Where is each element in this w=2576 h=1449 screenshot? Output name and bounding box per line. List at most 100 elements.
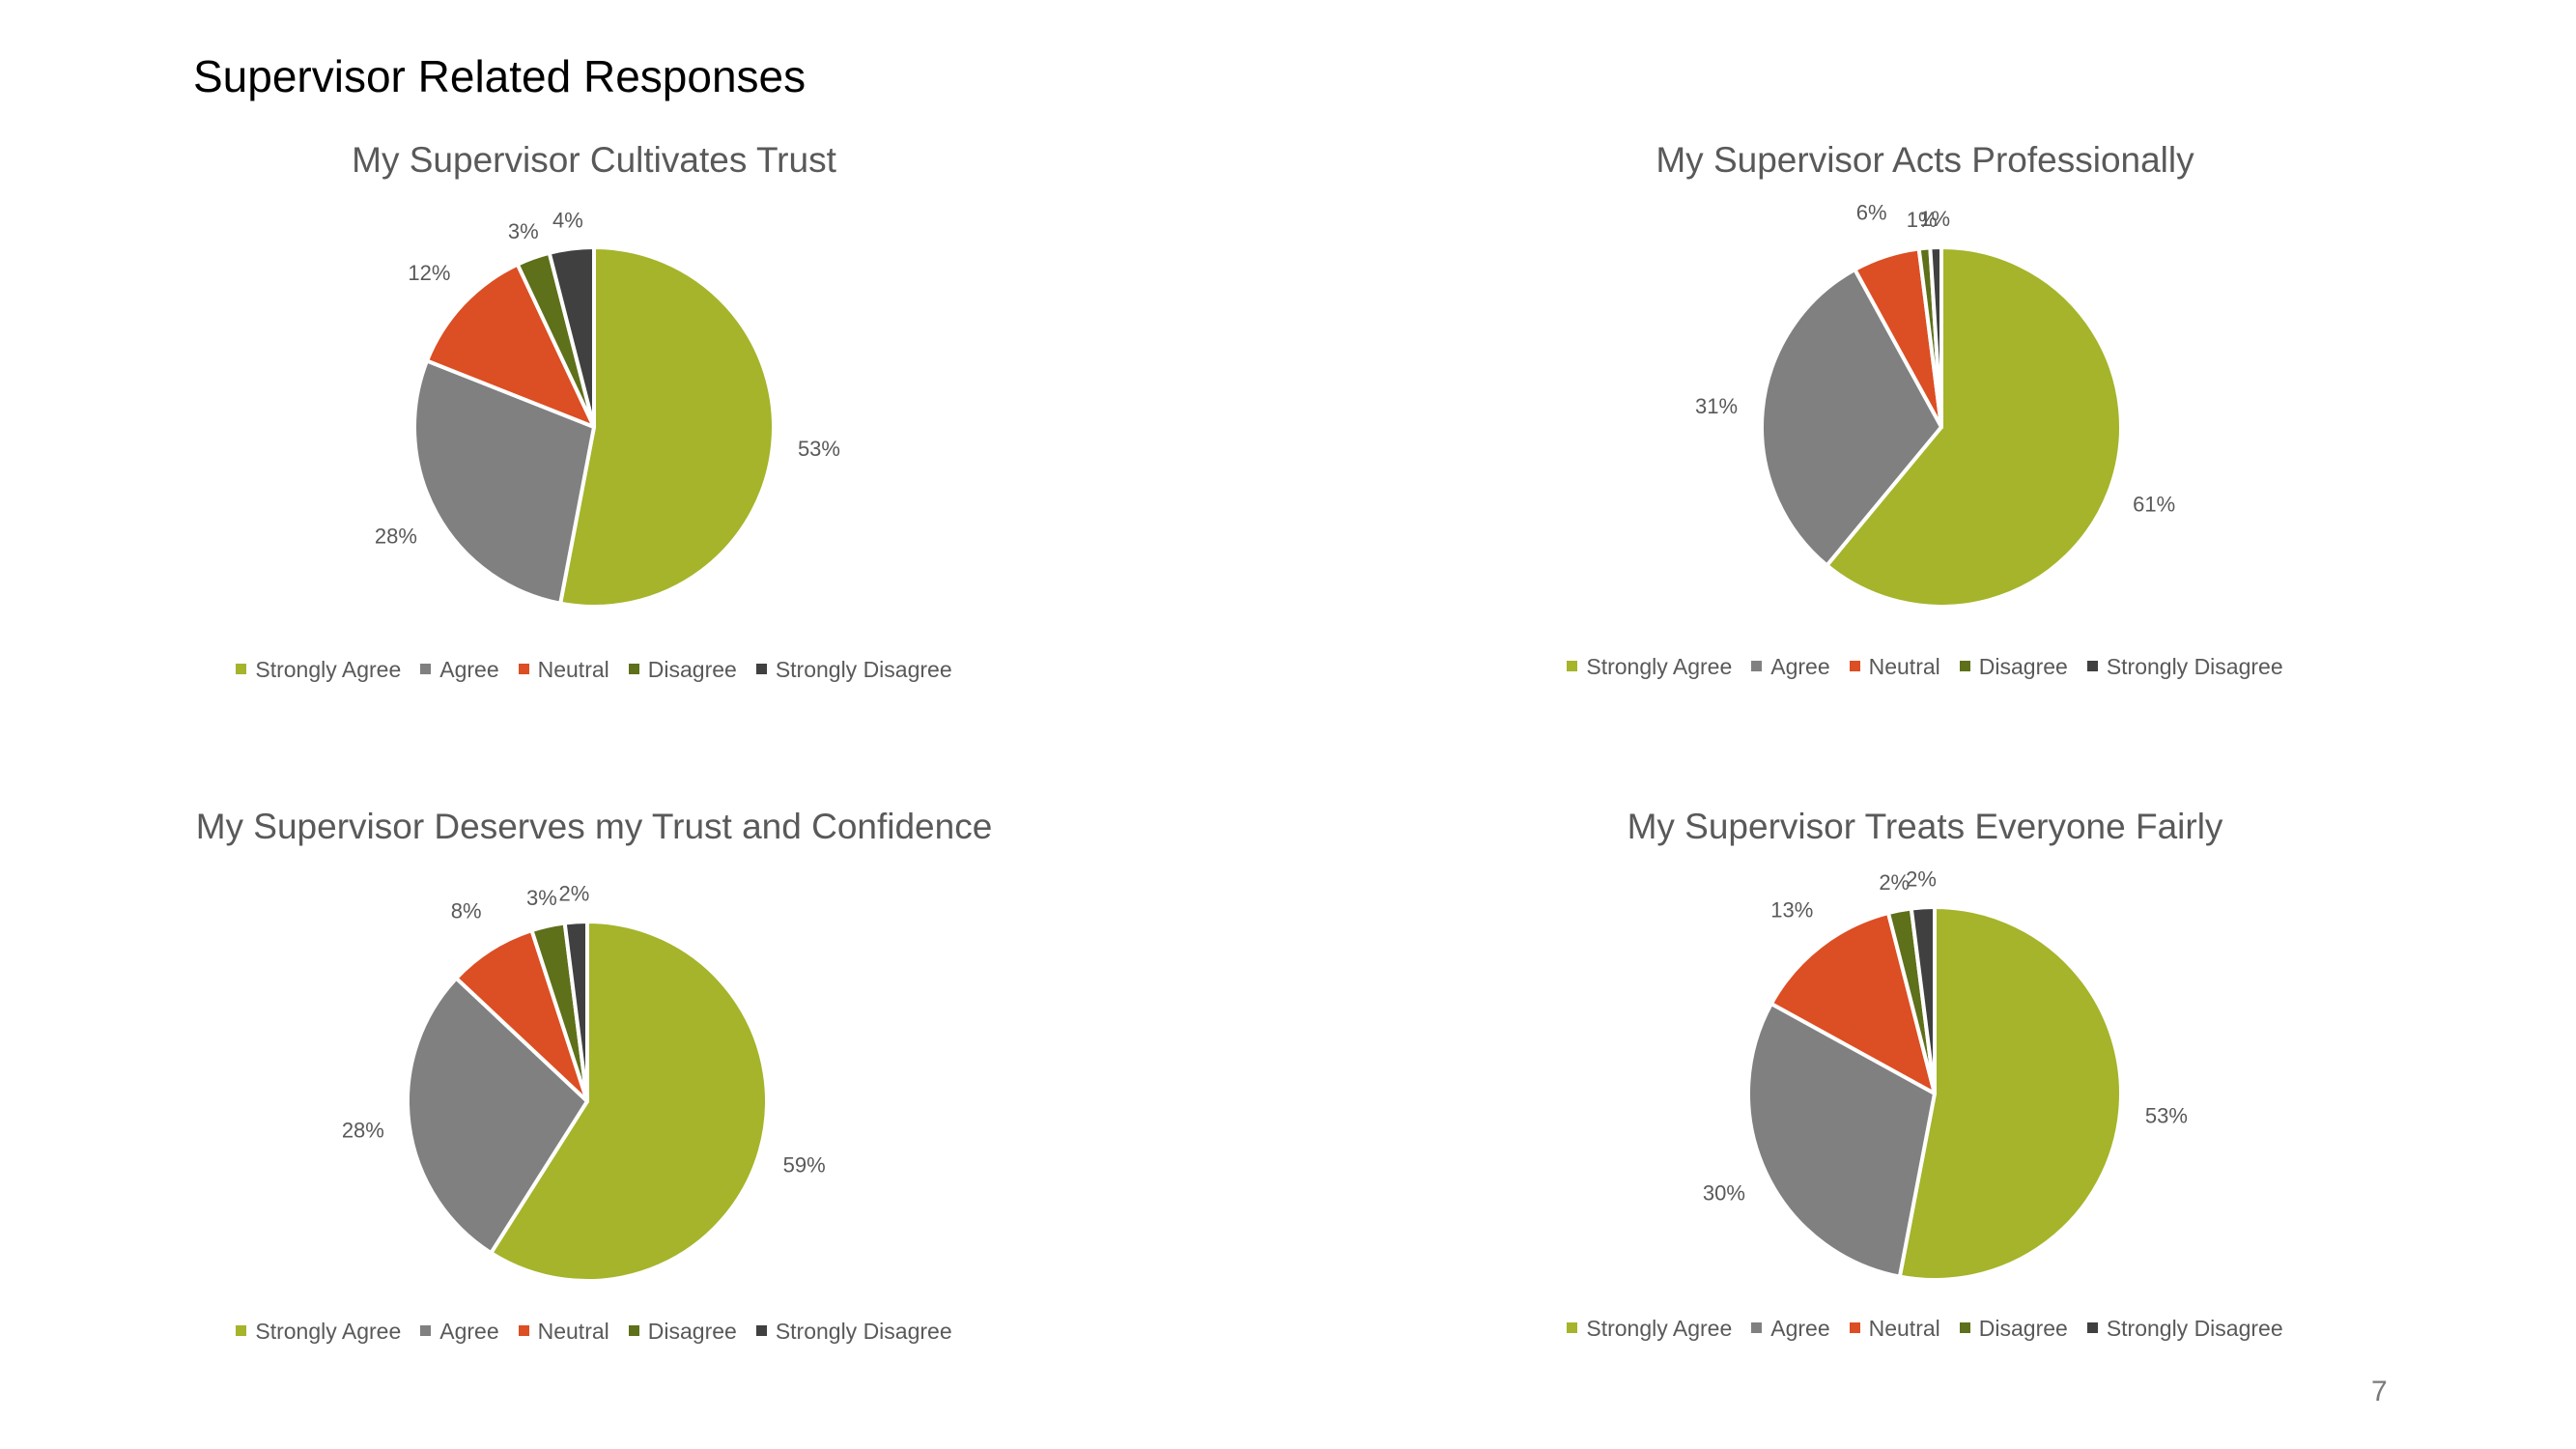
pie-slice-agree bbox=[1760, 268, 1943, 568]
legend-label: Agree bbox=[1770, 1316, 1830, 1341]
legend-swatch bbox=[518, 1325, 529, 1337]
legend-item-agree: Agree bbox=[1751, 1316, 1830, 1342]
pie-slice-strongly-disagree bbox=[1909, 905, 1937, 1095]
legend-swatch bbox=[1959, 661, 1970, 672]
data-label-strongly-agree: 53% bbox=[798, 437, 840, 461]
legend-item-strongly-disagree: Strongly Disagree bbox=[755, 657, 952, 683]
legend-label: Strongly Disagree bbox=[775, 1319, 952, 1344]
data-label-neutral: 6% bbox=[1856, 200, 1887, 224]
legend-swatch bbox=[1751, 661, 1763, 672]
legend-item-strongly-disagree: Strongly Disagree bbox=[2086, 654, 2283, 680]
pie-slice-strongly-disagree bbox=[1928, 245, 1943, 429]
legend-swatch bbox=[628, 1325, 639, 1337]
legend-swatch bbox=[1959, 1322, 1970, 1334]
pie-slice-agree bbox=[1746, 1002, 1937, 1279]
data-label-strongly-agree: 53% bbox=[2145, 1104, 2188, 1128]
legend-label: Disagree bbox=[1978, 1316, 2068, 1341]
legend-swatch bbox=[628, 664, 639, 675]
legend-label: Strongly Disagree bbox=[2106, 1316, 2283, 1341]
chart-acts-professionally: My Supervisor Acts Professionally 61% 31%… bbox=[1442, 140, 2408, 758]
legend-label: Neutral bbox=[1868, 654, 1940, 679]
legend-label: Agree bbox=[439, 1319, 499, 1344]
pie-slice-agree bbox=[412, 358, 596, 606]
legend-label: Neutral bbox=[537, 657, 609, 682]
legend-label: Neutral bbox=[537, 1319, 609, 1344]
legend-item-disagree: Disagree bbox=[628, 1319, 737, 1345]
data-label-agree: 30% bbox=[1703, 1181, 1745, 1206]
legend-item-disagree: Disagree bbox=[1959, 1316, 2068, 1342]
data-label-disagree: 3% bbox=[526, 886, 557, 910]
legend-item-strongly-agree: Strongly Agree bbox=[1567, 654, 1732, 680]
data-label-strongly-agree: 61% bbox=[2133, 492, 2175, 516]
legend-item-strongly-disagree: Strongly Disagree bbox=[755, 1319, 952, 1345]
pie-slice-strongly-disagree bbox=[547, 245, 596, 429]
legend-item-disagree: Disagree bbox=[628, 657, 737, 683]
legend-swatch bbox=[1751, 1322, 1763, 1334]
legend-label: Strongly Disagree bbox=[775, 657, 952, 682]
legend: Strongly Agree Agree Neutral Disagree Strong… bbox=[111, 1319, 1077, 1345]
data-label-neutral: 12% bbox=[408, 261, 450, 285]
chart-title: My Supervisor Acts Professionally bbox=[1656, 140, 2194, 180]
pie-slice-neutral bbox=[1769, 911, 1937, 1095]
pie-slice-agree bbox=[406, 976, 589, 1256]
data-label-agree: 28% bbox=[375, 525, 417, 549]
chart-title: My Supervisor Cultivates Trust bbox=[352, 140, 836, 180]
legend-swatch bbox=[2086, 661, 2098, 672]
legend-item-strongly-disagree: Strongly Disagree bbox=[2086, 1316, 2283, 1342]
legend-label: Strongly Agree bbox=[255, 1319, 402, 1344]
legend: Strongly Agree Agree Neutral Disagree Strong… bbox=[1442, 654, 2408, 680]
page-title: Supervisor Related Responses bbox=[193, 51, 807, 101]
legend-swatch bbox=[755, 1325, 767, 1337]
chart-title: My Supervisor Treats Everyone Fairly bbox=[1627, 807, 2223, 846]
pie-slice-neutral bbox=[425, 262, 596, 429]
legend-item-agree: Agree bbox=[420, 657, 499, 683]
pie-slice-strongly-disagree bbox=[562, 920, 589, 1103]
data-label-neutral: 8% bbox=[451, 898, 482, 923]
legend-swatch bbox=[1567, 1322, 1578, 1334]
data-label-disagree: 1% bbox=[1907, 208, 1938, 232]
legend-swatch bbox=[420, 664, 432, 675]
legend-label: Strongly Agree bbox=[1586, 1316, 1733, 1341]
legend-item-strongly-agree: Strongly Agree bbox=[1567, 1316, 1732, 1342]
legend-label: Strongly Agree bbox=[255, 657, 402, 682]
pie-slice-strongly-agree bbox=[1825, 245, 2123, 609]
chart-treats-fairly: My Supervisor Treats Everyone Fairly 53%… bbox=[1442, 807, 2408, 1425]
legend-item-agree: Agree bbox=[1751, 654, 1830, 680]
legend-item-neutral: Neutral bbox=[1849, 1316, 1940, 1342]
data-label-strongly-agree: 59% bbox=[783, 1152, 826, 1177]
data-label-strongly-disagree: 2% bbox=[559, 881, 590, 905]
legend-swatch bbox=[1849, 661, 1860, 672]
pie-slice-strongly-agree bbox=[1897, 905, 2123, 1282]
legend-label: Agree bbox=[439, 657, 499, 682]
legend-item-agree: Agree bbox=[420, 1319, 499, 1345]
legend-item-strongly-agree: Strongly Agree bbox=[236, 1319, 401, 1345]
legend-label: Neutral bbox=[1868, 1316, 1940, 1341]
pie-svg: 59% 28% 8% 3% 2% bbox=[342, 881, 826, 1283]
legend-swatch bbox=[755, 664, 767, 675]
chart-cultivates-trust: My Supervisor Cultivates Trust 53% 28% 12%… bbox=[111, 140, 1077, 758]
legend-label: Agree bbox=[1770, 654, 1830, 679]
legend-swatch bbox=[236, 664, 247, 675]
legend-item-neutral: Neutral bbox=[518, 1319, 609, 1345]
legend-label: Disagree bbox=[647, 1319, 737, 1344]
data-label-strongly-disagree: 1% bbox=[1919, 207, 1950, 231]
data-label-strongly-disagree: 4% bbox=[552, 209, 583, 233]
legend-item-strongly-agree: Strongly Agree bbox=[236, 657, 401, 683]
legend-item-neutral: Neutral bbox=[1849, 654, 1940, 680]
pie-slice-strongly-agree bbox=[489, 920, 769, 1283]
pie-svg: 53% 30% 13% 2%2% bbox=[1703, 867, 2188, 1282]
data-label-disagree: 3% bbox=[508, 219, 539, 243]
pie-svg: 53% 28% 12% 3% 4% bbox=[375, 209, 840, 609]
legend-label: Disagree bbox=[1978, 654, 2068, 679]
pie-slice-strongly-agree bbox=[558, 245, 777, 609]
legend-swatch bbox=[2086, 1322, 2098, 1334]
legend-swatch bbox=[518, 664, 529, 675]
legend: Strongly Agree Agree Neutral Disagree Strong… bbox=[111, 657, 1077, 683]
legend-label: Disagree bbox=[647, 657, 737, 682]
pie-svg: 61% 31% 6% 1%1% bbox=[1695, 200, 2175, 609]
legend-label: Strongly Disagree bbox=[2106, 654, 2283, 679]
legend-swatch bbox=[236, 1325, 247, 1337]
page-number: 7 bbox=[2371, 1376, 2388, 1407]
legend-swatch bbox=[1567, 661, 1578, 672]
legend-swatch bbox=[1849, 1322, 1860, 1334]
